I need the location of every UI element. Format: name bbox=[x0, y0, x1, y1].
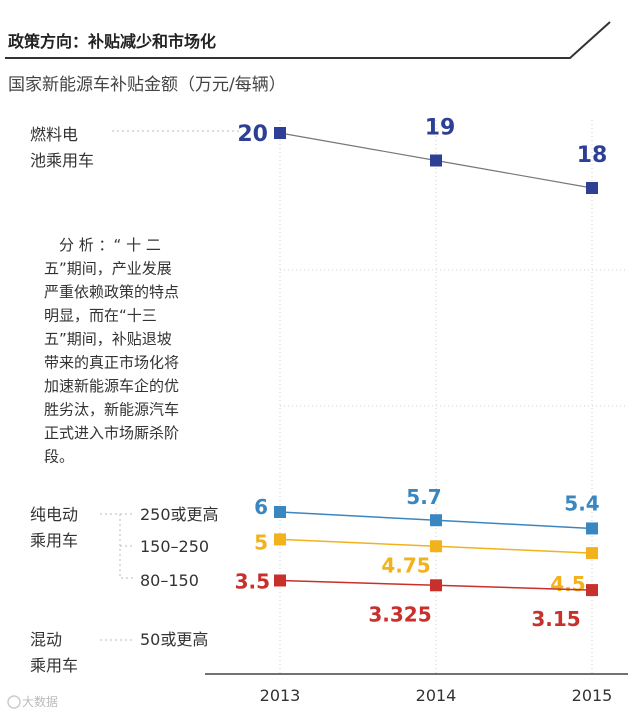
analysis-line: 明显，而在“十三 bbox=[44, 307, 157, 325]
data-label-bev250: 5.4 bbox=[564, 491, 599, 515]
analysis-line: 带来的真正市场化将 bbox=[44, 354, 179, 372]
data-label-bev150: 4.75 bbox=[381, 553, 430, 577]
data-label-fuel: 19 bbox=[425, 116, 456, 141]
data-point-bev250 bbox=[274, 506, 286, 518]
header-underline bbox=[5, 21, 611, 59]
data-series: 20 19 18 6 5.7 5.4 5 4.75 4.5 3.5 3.325 3.15 bbox=[235, 116, 608, 632]
analysis-line: 分 析 ：“ 十 二 bbox=[44, 236, 161, 254]
data-label-bev250: 5.7 bbox=[406, 485, 441, 509]
header-title: 政策方向：补贴减少和市场化 bbox=[8, 32, 216, 51]
analysis-line: 五”期间，产业发展 bbox=[44, 260, 172, 278]
group-label-bev-line2: 乘用车 bbox=[30, 531, 78, 550]
data-label-bev250: 6 bbox=[254, 495, 268, 519]
data-point-bev150 bbox=[586, 547, 598, 560]
chart-title: 国家新能源车补贴金额（万元/每辆） bbox=[8, 75, 286, 95]
leader-bev bbox=[100, 513, 135, 641]
data-point-bev80 bbox=[274, 574, 286, 587]
data-point-bev80 bbox=[430, 579, 442, 592]
group-label-bev-line1: 纯电动 bbox=[30, 505, 78, 524]
data-label-bev80: 3.15 bbox=[531, 607, 580, 631]
analysis-line: 段。 bbox=[44, 448, 74, 466]
data-point-bev80 bbox=[586, 584, 598, 597]
range-label-50: 50或更高 bbox=[140, 630, 208, 649]
data-label-bev80: 3.325 bbox=[368, 602, 431, 626]
group-label-fuel-cell-line1: 燃料电 bbox=[30, 125, 78, 144]
group-label-phev-line2: 乘用车 bbox=[30, 656, 78, 675]
range-label-150: 150–250 bbox=[140, 537, 209, 556]
data-point-bev150 bbox=[430, 540, 442, 553]
analysis-line: 加速新能源车企的优 bbox=[44, 377, 179, 395]
analysis-paragraph: 分 析 ：“ 十 二五”期间，产业发展严重依赖政策的特点明显，而在“十三五”期间… bbox=[44, 236, 179, 466]
data-label-bev150: 4.5 bbox=[550, 572, 585, 596]
data-point-fuel bbox=[430, 154, 442, 167]
data-label-bev80: 3.5 bbox=[235, 570, 270, 594]
data-point-fuel bbox=[586, 182, 598, 194]
x-tick-label: 2013 bbox=[260, 686, 301, 705]
x-tick-label: 2014 bbox=[416, 686, 457, 705]
data-point-fuel bbox=[274, 127, 286, 139]
group-label-fuel-cell-line2: 池乘用车 bbox=[30, 151, 94, 170]
range-label-80: 80–150 bbox=[140, 571, 199, 590]
plot-grid bbox=[279, 120, 628, 674]
data-point-bev250 bbox=[586, 522, 598, 535]
data-point-bev250 bbox=[430, 514, 442, 527]
group-label-phev-line1: 混动 bbox=[30, 630, 62, 649]
analysis-line: 严重依赖政策的特点 bbox=[44, 283, 179, 301]
x-tick-labels: 2013 2014 2015 bbox=[260, 686, 613, 705]
analysis-line: 五”期间，补贴退坡 bbox=[44, 330, 172, 348]
watermark-icon bbox=[7, 695, 21, 709]
analysis-line: 胜劣汰，新能源汽车 bbox=[44, 401, 179, 419]
x-tick-label: 2015 bbox=[572, 686, 613, 705]
data-point-bev150 bbox=[274, 533, 286, 546]
data-label-fuel: 18 bbox=[577, 143, 608, 168]
data-label-fuel: 20 bbox=[237, 122, 268, 147]
analysis-line: 正式进入市场厮杀阶 bbox=[44, 424, 179, 442]
data-label-bev150: 5 bbox=[254, 530, 268, 554]
range-label-250: 250或更高 bbox=[140, 505, 219, 524]
watermark-text: 大数据 bbox=[22, 694, 58, 709]
